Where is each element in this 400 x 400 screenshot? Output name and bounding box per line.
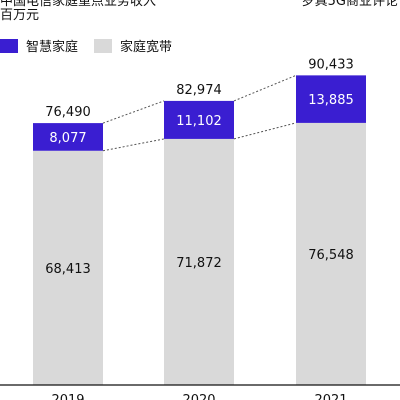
data-label-smart-home-2021: 13,885 [308,93,354,108]
bar-smart-home-2019 [33,123,103,151]
chart-title: 中国电信家庭重点业务收入 [0,0,157,9]
bar-smart-home-2021 [296,75,366,123]
data-label-total-2021: 90,433 [308,57,354,72]
x-tick-label-2021: 2021 [314,393,347,400]
bar-broadband-2021 [296,122,366,385]
data-label-total-2019: 76,490 [45,105,91,120]
legend-swatch-smart-home [0,38,18,53]
x-tick-label-2020: 2020 [182,393,215,400]
legend-label-broadband: 家庭宽带 [120,40,173,55]
data-label-smart-home-2019: 8,077 [49,131,86,146]
connector-mid-2019 [102,138,165,152]
legend-item-broadband: 家庭宽带 [94,36,172,55]
data-label-smart-home-2020: 11,102 [176,114,222,129]
data-label-broadband-2019: 68,413 [45,262,91,277]
legend-swatch-broadband [94,38,113,53]
unit-label: 百万元 [0,8,40,23]
legend-item-smart-home: 智慧家庭 [0,36,78,55]
data-label-total-2020: 82,974 [176,83,222,98]
bar-broadband-2019 [33,150,103,385]
bar-broadband-2020 [164,138,234,385]
connector-top-2019 [102,100,165,124]
bar-smart-home-2020 [164,100,234,139]
source-label: 罗真5G商业评论 [301,0,398,9]
data-label-broadband-2021: 76,548 [308,248,354,263]
legend: 智慧家庭 家庭宽带 [0,36,188,55]
data-label-broadband-2020: 71,872 [176,256,222,271]
x-tick-label-2019: 2019 [51,393,84,400]
connector-top-2020 [233,74,297,102]
connector-mid-2020 [233,122,297,140]
legend-label-smart-home: 智慧家庭 [26,40,79,55]
